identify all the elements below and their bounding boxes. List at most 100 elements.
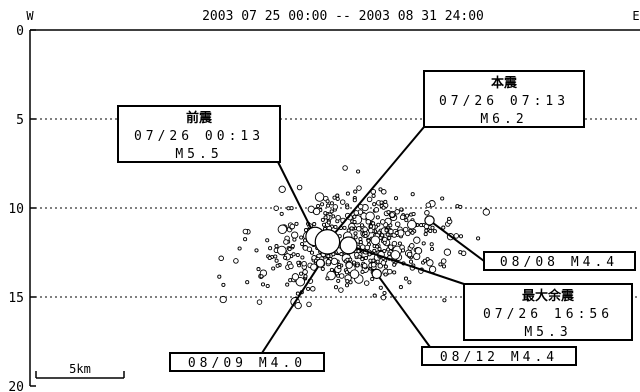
hypocenter-point [377,230,382,235]
hypocenter-point [372,293,377,298]
annotation-box [117,105,281,163]
hypocenter-point [267,255,272,261]
hypocenter-point [295,276,306,287]
hypocenter-point [300,241,305,247]
hypocenter-point [268,246,273,251]
hypocenter-point [345,257,350,262]
hypocenter-point [368,227,374,234]
hypocenter-point [366,196,373,203]
hypocenter-point [300,255,305,260]
hypocenter-point [338,287,344,293]
annotation-mainshock: 本震 07/26 07:13 M6.2 [423,70,585,128]
hypocenter-point [259,274,264,279]
hypocenter-point [426,259,434,267]
hypocenter-point [351,260,357,265]
hypocenter-point [397,241,402,246]
hypocenter-point [333,224,338,230]
hypocenter-point [381,189,387,195]
hypocenter-point [299,235,304,240]
annotation-box [421,346,577,366]
hypocenter-point [326,203,331,208]
hypocenter-point [309,250,315,255]
hypocenter-point [296,260,301,265]
annotation-aftershock-0808: 08/08 M4.4 [483,251,636,271]
hypocenter-point [372,248,377,253]
hypocenter-point [291,273,300,281]
hypocenter-point [325,199,330,204]
annotation-magnitude: M5.5 [175,147,222,162]
hypocenter-point [398,285,403,290]
hypocenter-point [291,252,296,257]
hypocenter-point [378,187,383,192]
annotation-aftershock-0809: 08/09 M4.0 [169,352,325,372]
hypocenter-point [380,233,385,238]
hypocenter-point [407,219,417,230]
hypocenter-point [278,185,286,193]
hypocenter-point [363,280,370,286]
hypocenter-point [329,209,334,214]
hypocenter-point [383,264,388,269]
hypocenter-point [383,272,388,277]
depth-tick-label: 15 [8,291,24,306]
hypocenter-point [345,279,350,284]
annotation-box [483,251,636,271]
hypocenter-point [312,207,321,216]
depth-tick-label: 10 [8,202,24,217]
hypocenter-point [422,258,427,263]
hypocenter-point [320,202,325,207]
hypocenter-point [352,214,357,219]
hypocenter-point [314,192,325,202]
leader-line-aftershock_0809 [261,262,322,354]
hypocenter-point [217,274,222,279]
hypocenter-point [441,264,447,269]
scale-bar-label: 5km [69,362,91,376]
hypocenter-point [303,274,308,279]
annotation-time: 08/09 M4.0 [188,356,306,371]
hypocenter-point [361,262,368,269]
hypocenter-point [371,193,376,198]
hypocenter-point [256,267,261,272]
hypocenter-point [399,214,406,221]
hypocenter-point [329,267,334,272]
hypocenter-point [392,262,397,267]
hypocenter-point [356,169,361,174]
hypocenter-point [482,208,490,216]
scale-bar: 5km [35,362,125,379]
hypocenter-point [265,238,270,243]
annotation-foreshock: 前震 07/26 00:13 M5.5 [117,105,281,163]
hypocenter-point [233,258,239,264]
hypocenter-point [356,185,362,191]
hypocenter-point [419,223,424,228]
hypocenter-point [371,221,376,226]
hypocenter-point [406,251,413,258]
hypocenter-point [365,219,372,225]
hypocenter-point [394,209,400,215]
hypocenter-point [403,276,409,281]
hypocenter-point [458,204,463,209]
hypocenter-point [441,225,446,230]
depth-axis: 0 5 10 15 20 [8,24,36,392]
hypocenter-point [345,191,350,196]
hypocenter-point [358,240,363,245]
hypocenter-point [344,283,350,288]
hypocenter-point [325,259,332,265]
annotation-time: 07/26 07:13 [439,94,569,109]
hypocenter-point [326,254,331,259]
annotation-time: 07/26 16:56 [483,307,613,322]
hypocenter-point [345,205,350,210]
hypocenter-point [411,211,416,217]
hypocenter-point [370,262,377,268]
hypocenter-point [394,221,401,227]
hypocenter-point [283,239,289,245]
hypocenter-point [370,188,377,195]
hypocenter-point [378,285,383,290]
hypocenter-point [260,282,266,287]
hypocenter-point [274,244,279,249]
leader-line-foreshock [277,161,317,237]
annotation-largest-aftershock: 最大余震 07/26 16:56 M5.3 [463,283,633,341]
hypocenter-point [410,192,415,197]
hypocenter-point [289,206,294,211]
hypocenter-point [237,246,242,251]
hypocenter-point [294,221,299,226]
